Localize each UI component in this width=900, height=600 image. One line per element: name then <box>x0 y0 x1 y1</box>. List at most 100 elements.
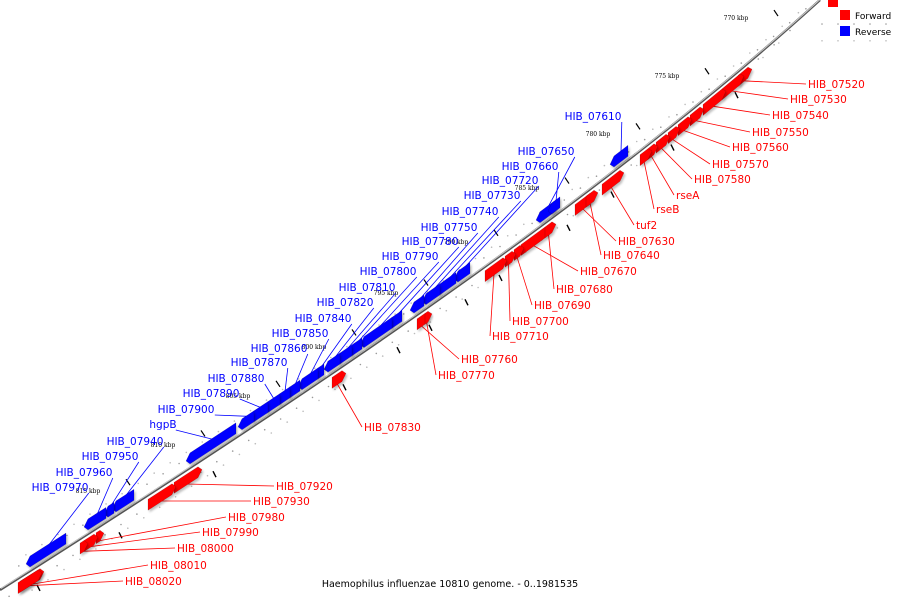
track-dot <box>439 307 441 310</box>
forward-gene-leader <box>185 483 275 487</box>
forward-gene-leader <box>694 120 751 133</box>
track-dot <box>749 52 751 54</box>
track-dot <box>531 222 533 225</box>
track-dot <box>461 298 464 300</box>
track-dot <box>137 482 139 485</box>
track-dot <box>499 245 501 248</box>
track-dot <box>169 462 171 464</box>
reverse-gene-leader <box>432 216 500 291</box>
forward-gene-label: HIB_08010 <box>150 560 207 572</box>
forward-gene-label: HIB_08000 <box>177 543 234 555</box>
track-dot <box>684 103 686 106</box>
track-dot <box>797 11 800 14</box>
track-dot <box>265 399 268 401</box>
track-dot <box>579 187 582 189</box>
forward-gene-leader <box>610 186 635 226</box>
reverse-gene-leader <box>418 232 479 301</box>
forward-gene-leader <box>97 516 227 542</box>
track-dots <box>8 8 887 598</box>
track-dot <box>595 175 598 177</box>
forward-gene-leader <box>420 325 460 360</box>
gene-arrow <box>504 250 517 268</box>
track-dot <box>572 214 575 217</box>
track-dot <box>178 462 180 465</box>
gene-arrow <box>721 73 745 101</box>
track-dot <box>668 116 670 118</box>
scale-tick-label: 800 kbp <box>302 344 327 351</box>
gene-arrow <box>601 169 625 196</box>
forward-gene-label: HIB_07980 <box>228 512 285 524</box>
gene-arrow <box>513 244 525 262</box>
reverse-gene-leader <box>214 414 249 417</box>
track-dot <box>660 126 662 128</box>
track-dot <box>185 451 188 454</box>
track-dot <box>869 40 871 42</box>
gene-arrow <box>17 569 43 595</box>
gene-arrow <box>83 506 107 531</box>
track-dot <box>162 473 164 475</box>
track-dot <box>72 554 74 557</box>
forward-gene-leader <box>81 547 176 552</box>
track-dot <box>359 363 362 366</box>
scale-tick-label: 785 kbp <box>515 185 540 192</box>
track-dot <box>318 399 320 402</box>
reverse-gene-label: HIB_07850 <box>272 328 329 340</box>
reverse-gene-label: HIB_07720 <box>482 175 539 187</box>
backbone-marker <box>498 274 503 282</box>
reverse-gene-label: HIB_07860 <box>251 343 308 355</box>
track-dot <box>630 164 632 166</box>
gene-arrow <box>702 88 727 117</box>
track-dot <box>263 428 266 431</box>
scale-tick-label: 810 kbp <box>151 442 176 449</box>
gene-arrow <box>655 133 671 154</box>
track-dot <box>643 138 646 141</box>
track-dot <box>136 513 138 515</box>
gene-arrow <box>323 352 341 373</box>
track-dot <box>206 474 209 477</box>
track-dot <box>587 176 590 179</box>
track-dot <box>350 377 352 380</box>
track-dot <box>598 189 601 191</box>
genome-caption: Haemophilus influenzae 10810 genome. - 0… <box>322 579 578 590</box>
track-dot <box>477 286 479 289</box>
track-dot <box>41 543 43 546</box>
forward-gene-leader <box>650 155 675 196</box>
track-dot <box>217 430 220 433</box>
track-dot <box>781 25 783 28</box>
legend-label-forward: Forward <box>855 12 891 22</box>
track-dot <box>692 101 694 103</box>
track-dot <box>805 8 807 10</box>
track-dot <box>8 595 10 598</box>
track-dot <box>279 418 282 420</box>
track-dot <box>201 441 204 443</box>
scale-tick-mark <box>635 123 641 130</box>
track-dot <box>471 284 473 287</box>
track-dot <box>82 524 84 526</box>
track-dot <box>302 410 304 413</box>
gene-labels: HIB_07520 HIB_07530 HIB_07540 HIB_07550 HIB_… <box>32 79 865 588</box>
track-dot <box>233 420 236 422</box>
track-dot <box>270 432 273 434</box>
gene-arrow <box>331 370 347 389</box>
forward-gene-label: HIB_07930 <box>253 496 310 508</box>
gene-arrow <box>609 144 629 168</box>
track-dot <box>25 554 27 556</box>
reverse-gene-label: HIB_07660 <box>502 161 559 173</box>
reverse-gene-label: HIB_07900 <box>158 404 215 416</box>
track-dot <box>410 302 413 304</box>
track-dot <box>247 439 250 442</box>
reverse-gene-label: HIB_07750 <box>421 222 478 234</box>
gene-arrow <box>173 466 203 494</box>
track-dot <box>31 589 33 591</box>
gene-arrow <box>185 422 237 465</box>
track-dot <box>121 492 123 495</box>
reverse-gene-leader <box>377 261 440 329</box>
forward-gene-label: HIB_07710 <box>492 331 549 343</box>
track-dot <box>757 58 760 60</box>
gene-arrow <box>103 501 115 518</box>
reverse-gene-label: HIB_07810 <box>339 282 396 294</box>
track-dot <box>821 40 823 42</box>
scale-tick-mark <box>125 478 131 486</box>
track-dot <box>143 517 145 519</box>
label-leaders <box>27 80 807 587</box>
